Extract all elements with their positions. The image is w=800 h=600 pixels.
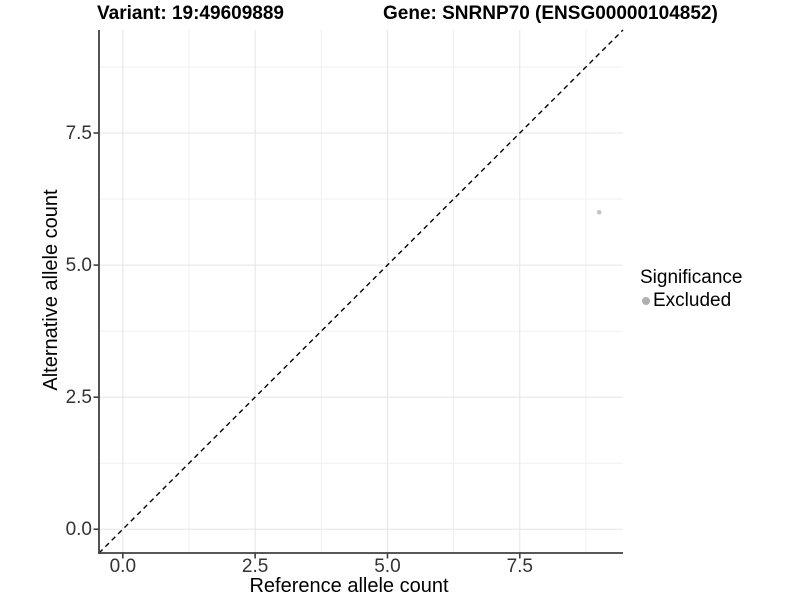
legend-item-label: Excluded: [653, 290, 732, 311]
identity-dashed-line: [98, 29, 624, 554]
y-tick-label: 2.5: [65, 386, 92, 408]
excluded-circle-marker-icon: [642, 296, 650, 305]
variant-title: Variant: 19:49609889: [97, 3, 284, 24]
legend-title: Significance: [640, 267, 743, 288]
y-tick-label: 0.0: [65, 518, 92, 540]
gene-title: Gene: SNRNP70 (ENSG00000104852): [383, 3, 718, 24]
x-axis-label: Reference allele count: [249, 575, 449, 597]
y-tick-label: 7.5: [65, 122, 92, 144]
legend-item-excluded: Excluded: [642, 290, 742, 311]
y-axis-label: Alternative allele count: [40, 189, 62, 391]
x-tick-label: 0.0: [109, 556, 137, 577]
x-tick-label: 2.5: [241, 556, 269, 577]
y-tick-label: 5.0: [65, 254, 92, 276]
x-tick-label: 7.5: [506, 556, 533, 577]
legend: Significance Excluded: [638, 267, 742, 311]
data-point: [596, 209, 602, 215]
x-tick-label: 5.0: [374, 556, 401, 577]
